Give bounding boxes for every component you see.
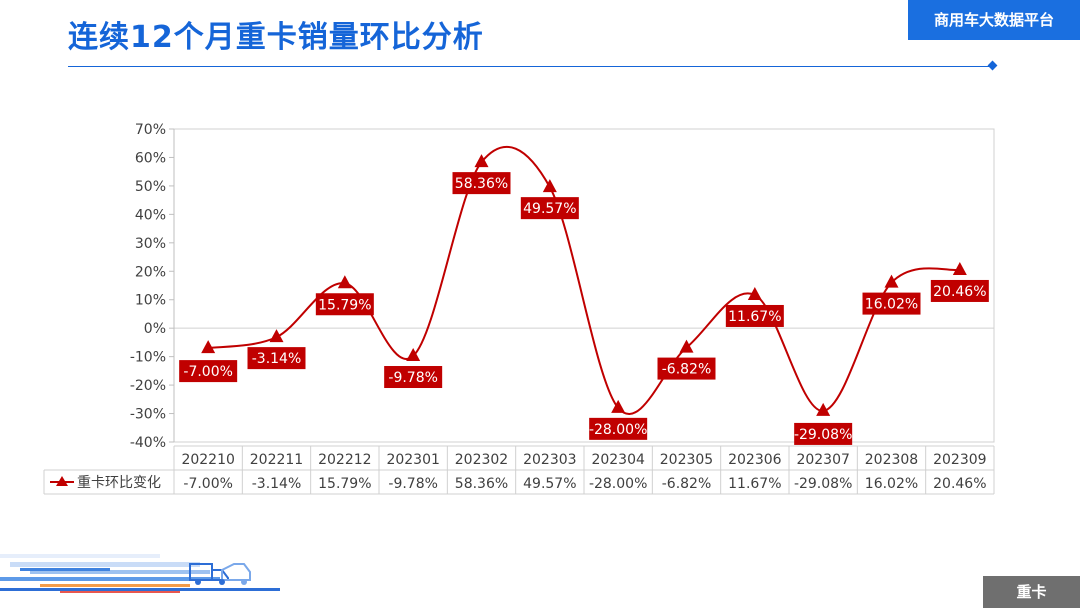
data-label: -3.14% [252,351,302,367]
data-label: -28.00% [589,422,647,438]
data-point-marker [269,329,284,343]
data-label-box [930,279,989,302]
table-value-cell: -28.00% [589,476,647,492]
y-tick-label: -40% [130,435,166,451]
x-category-label: 202304 [591,452,645,468]
data-labels: -7.00% -3.14% 15.79% -9.78% 58.36% 49.57% -28.… [179,172,989,445]
data-label-box [452,172,511,195]
table-value-cell: -6.82% [662,476,712,492]
legend-marker [56,476,68,486]
data-point-marker [816,402,831,416]
platform-badge: 商用车大数据平台 [908,0,1080,40]
data-point-marker [542,179,557,193]
table-value-cell: 16.02% [865,476,918,492]
table-value-cell: 20.46% [933,476,986,492]
x-category-label: 202303 [523,452,576,468]
table-value-cell: 11.67% [728,476,781,492]
x-category-label: 202308 [865,452,918,468]
data-label-box [657,357,716,380]
table-value-cell: 49.57% [523,476,576,492]
data-label: -7.00% [183,364,233,380]
data-label-box [384,366,443,389]
series-markers [201,154,967,416]
data-point-marker [884,274,899,288]
data-label-box [520,197,579,220]
data-point-marker [679,339,694,353]
table-value-cell: -7.00% [183,476,233,492]
page-title: 连续12个月重卡销量环比分析 [68,20,484,55]
data-point-marker [474,154,489,168]
data-label: -6.82% [662,362,712,378]
title-underline [68,66,994,67]
data-label: 11.67% [728,309,781,325]
plot-area-border [173,128,995,443]
x-category-label: 202305 [660,452,713,468]
y-tick-labels: 70% 60% 50% 40% 30% 20% 10% 0% -10% -20% -30% -40% [130,122,166,451]
data-label: 15.79% [318,297,371,313]
truck-logo-decoration [0,554,280,593]
data-label-box [725,304,784,327]
chart-axes [169,128,995,443]
y-tick-label: 10% [135,293,166,309]
data-label-box [315,293,374,316]
series-line [208,145,961,415]
x-category-label: 202301 [386,452,439,468]
table-value-cell: 15.79% [318,476,371,492]
y-tick-label: 50% [135,179,166,195]
data-table: 202210 -7.00% 202211 -3.14% 202212 15.79% 2023… [43,445,995,495]
y-tick-label: 70% [135,122,166,138]
data-point-marker [201,340,216,354]
y-tick-label: 60% [135,150,166,166]
data-point-marker [747,286,762,300]
x-category-label: 202302 [455,452,508,468]
legend-label: 重卡环比变化 [77,475,161,491]
x-category-label: 202309 [933,452,986,468]
data-label-box [247,347,306,370]
y-tick-label: -30% [130,407,166,423]
data-label: 58.36% [455,176,508,192]
x-category-label: 202212 [318,452,371,468]
table-value-cell: -29.08% [794,476,852,492]
category-badge: 重卡 [983,576,1080,608]
x-category-label: 202307 [796,452,849,468]
y-tick-label: 0% [144,321,166,337]
data-label-box [794,422,853,445]
x-category-label: 202306 [728,452,782,468]
table-value-cell: 58.36% [455,476,508,492]
data-point-marker [337,275,352,289]
y-tick-label: 20% [135,264,166,280]
data-label-box [589,417,648,440]
data-point-marker [406,348,421,362]
table-value-cell: -3.14% [252,476,302,492]
data-point-marker [952,261,967,275]
data-label: -9.78% [388,370,438,386]
data-label: 20.46% [933,284,986,300]
x-category-label: 202210 [181,452,234,468]
data-label-box [862,292,921,315]
data-label: 16.02% [865,297,918,313]
y-tick-label: -10% [130,350,166,366]
y-tick-label: 30% [135,236,166,252]
y-tick-label: 40% [135,207,166,223]
y-tick-label: -20% [130,378,166,394]
data-label: -29.08% [794,427,852,443]
data-label: 49.57% [523,201,576,217]
data-point-marker [611,399,626,413]
data-label-box [179,360,238,383]
x-category-label: 202211 [250,452,303,468]
table-value-cell: -9.78% [388,476,438,492]
